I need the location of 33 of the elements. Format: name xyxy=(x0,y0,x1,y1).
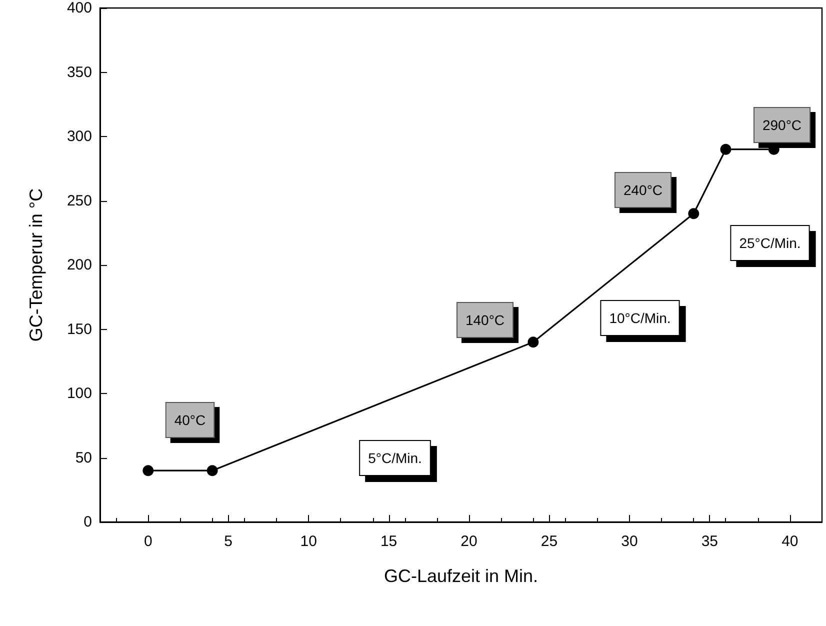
y-tick-label: 400 xyxy=(66,0,92,16)
x-tick-label: 0 xyxy=(144,533,152,550)
x-tick-label: 5 xyxy=(224,533,233,550)
point xyxy=(720,144,732,155)
x-tick-label: 35 xyxy=(701,533,718,550)
annotation: 240°C xyxy=(623,182,663,198)
y-tick-label: 150 xyxy=(66,320,92,338)
x-tick-label: 30 xyxy=(621,533,638,550)
point xyxy=(206,465,218,476)
x-tick-label: 40 xyxy=(782,533,798,550)
y-tick-label: 50 xyxy=(75,449,92,466)
y-tick-label: 300 xyxy=(66,128,92,145)
point xyxy=(142,465,154,476)
y-axis-title: GC-Temperur in °C xyxy=(26,188,46,342)
point xyxy=(688,208,700,220)
x-tick-label: 10 xyxy=(300,533,317,550)
y-tick-label: 100 xyxy=(66,385,92,402)
x-axis-title: GC-Laufzeit in Min. xyxy=(384,566,538,586)
annotation: 5°C/Min. xyxy=(368,450,422,466)
y-tick-label: 0 xyxy=(84,514,92,530)
point xyxy=(528,336,539,348)
point xyxy=(768,144,780,155)
annotation: 25°C/Min. xyxy=(739,235,801,251)
y-tick-label: 250 xyxy=(66,192,92,210)
x-tick-label: 25 xyxy=(540,533,558,550)
y-tick-label: 200 xyxy=(66,256,92,274)
annotation: 40°C xyxy=(174,412,206,428)
x-tick-label: 20 xyxy=(460,533,478,550)
x-tick-label: 15 xyxy=(380,533,398,550)
annotation: 290°C xyxy=(762,117,802,133)
annotation: 10°C/Min. xyxy=(609,310,671,326)
annotation: 140°C xyxy=(465,312,505,328)
y-tick-label: 350 xyxy=(66,64,92,81)
